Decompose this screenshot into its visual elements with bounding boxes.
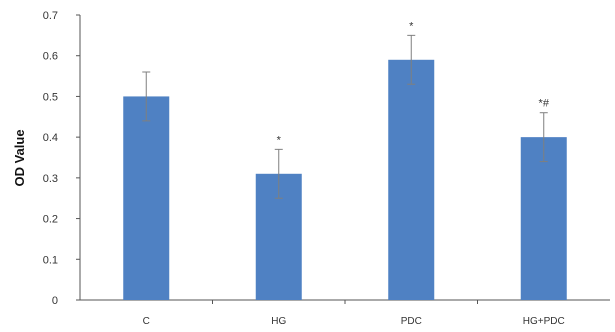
error-bar [539, 112, 548, 163]
x-tick-label: HG [271, 316, 286, 327]
y-tick-label: 0.5 [43, 91, 58, 103]
error-bar [407, 34, 416, 85]
y-tick-label: 0.3 [43, 173, 58, 185]
error-bars [142, 34, 548, 199]
bar [388, 59, 435, 301]
error-bar [142, 71, 151, 122]
significance-label: * [409, 20, 414, 32]
x-tick-label: PDC [401, 316, 422, 327]
bars [123, 59, 567, 301]
y-axis-label: OD Value [12, 129, 27, 186]
y-tick-label: 0 [52, 295, 58, 307]
y-ticks: 0 0.1 0.2 0.3 0.4 0.5 0.6 0.7 [43, 10, 80, 307]
y-tick-label: 0.2 [43, 214, 58, 226]
bar [520, 137, 567, 300]
y-tick-label: 0.1 [43, 254, 58, 266]
y-tick-label: 0.7 [43, 10, 58, 22]
significance-label: * [277, 134, 282, 146]
annotations: * * *# [277, 20, 550, 146]
error-bar [274, 148, 283, 199]
bar [123, 96, 170, 300]
x-tick-label: HG+PDC [523, 316, 565, 327]
x-ticks: C HG PDC HG+PDC [143, 300, 565, 327]
y-tick-label: 0.6 [43, 51, 58, 63]
x-tick-label: C [143, 316, 150, 327]
significance-label: *# [539, 98, 550, 110]
y-tick-label: 0.4 [43, 132, 58, 144]
